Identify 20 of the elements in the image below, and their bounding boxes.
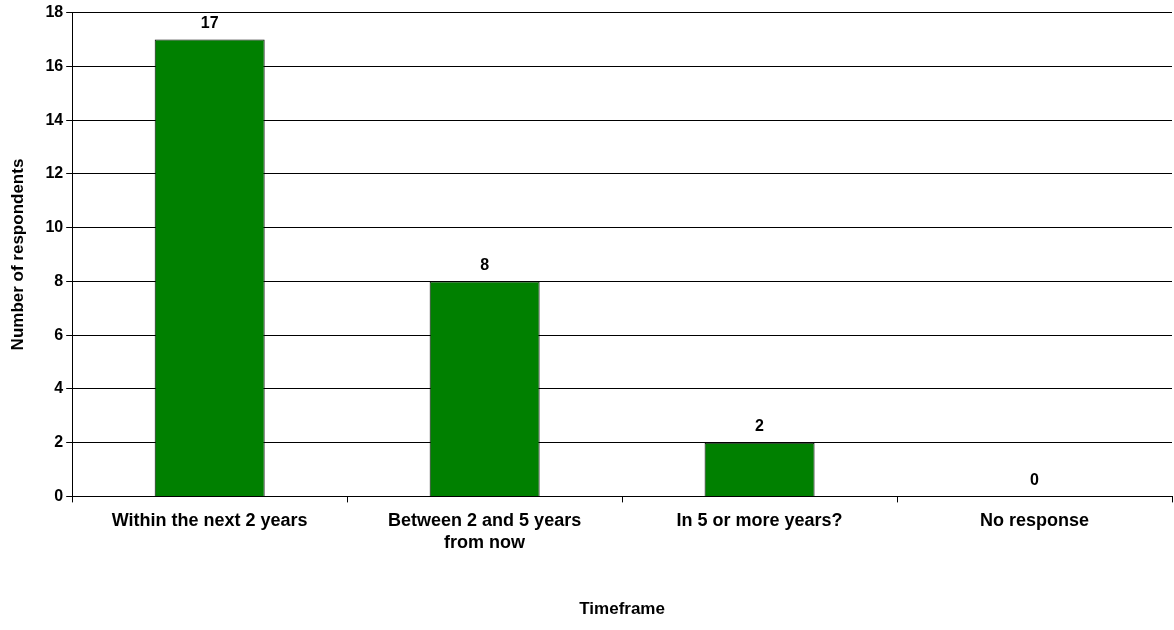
x-tick-label: Between 2 and 5 years from now	[388, 510, 582, 552]
data-label: 8	[480, 255, 490, 273]
data-label: 17	[200, 13, 219, 31]
y-tick-label: 10	[45, 218, 64, 236]
y-tick-label: 14	[45, 110, 64, 128]
x-tick-label: In 5 or more years?	[676, 510, 843, 531]
x-axis-title: Timeframe	[579, 599, 665, 619]
y-tick-label: 2	[54, 433, 64, 451]
y-tick-label: 4	[54, 379, 64, 397]
y-tick-label: 16	[45, 56, 64, 74]
data-label: 0	[1030, 470, 1040, 488]
y-axis-title: Number of respondents	[7, 158, 27, 351]
x-tick-label: Within the next 2 years	[111, 510, 308, 531]
y-tick-label: 8	[54, 271, 64, 289]
x-tick-label: No response	[980, 510, 1090, 531]
y-tick-label: 0	[54, 486, 64, 504]
y-tick-label: 12	[45, 164, 64, 182]
data-label: 2	[755, 417, 765, 435]
y-tick-label: 6	[54, 325, 64, 343]
y-tick-label: 18	[45, 3, 64, 21]
